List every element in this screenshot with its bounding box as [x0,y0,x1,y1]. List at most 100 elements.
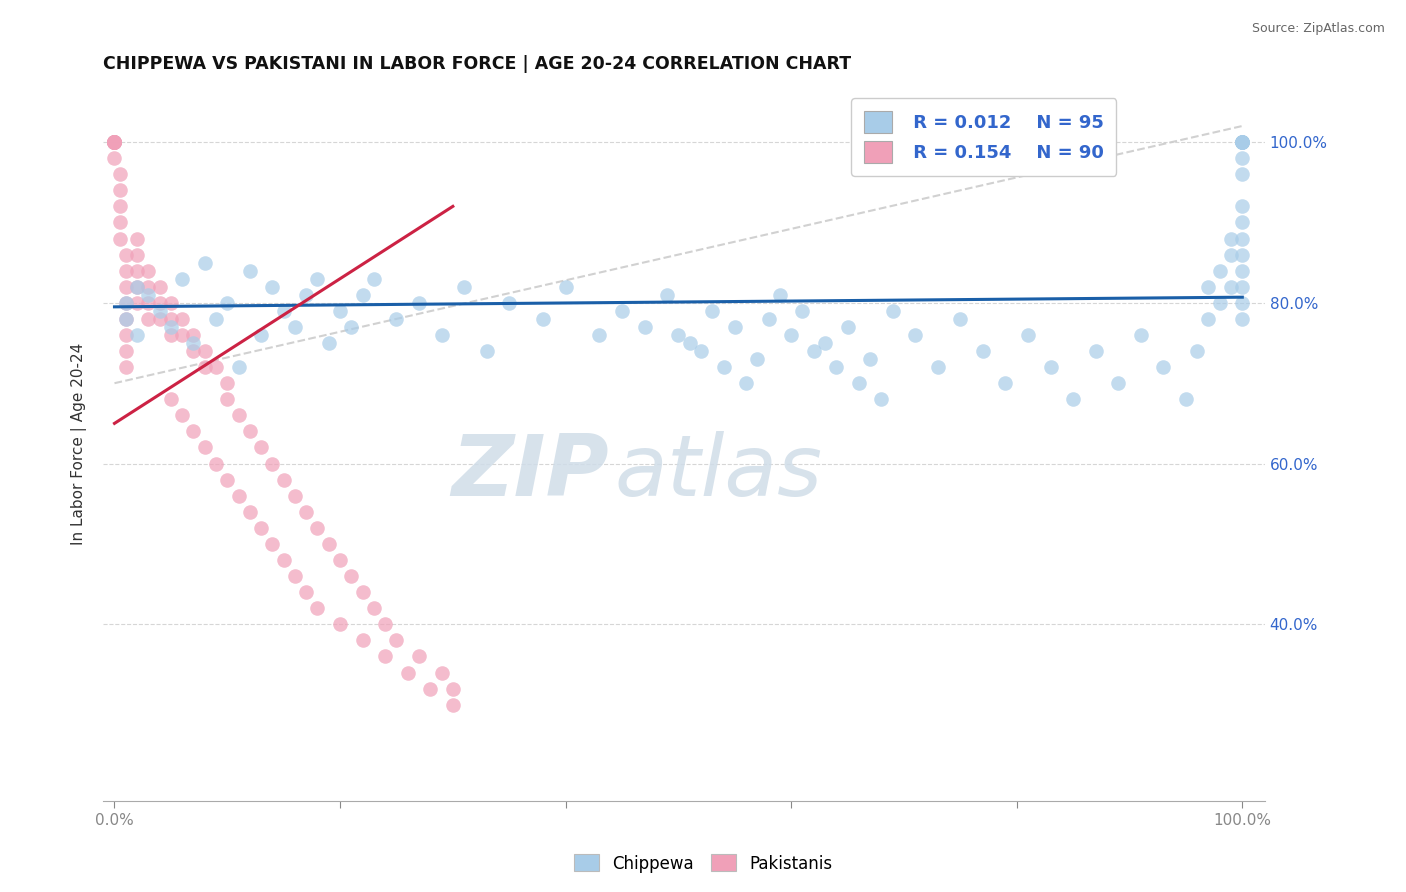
Pakistanis [103,135,125,149]
Pakistanis [160,295,183,310]
Pakistanis [217,473,239,487]
Chippewa [1174,392,1197,407]
Chippewa [758,312,780,326]
Pakistanis [172,312,194,326]
Y-axis label: In Labor Force | Age 20-24: In Labor Force | Age 20-24 [72,343,87,545]
Pakistanis [217,376,239,391]
Chippewa [1232,312,1254,326]
Pakistanis [329,617,352,632]
Pakistanis [374,617,396,632]
Chippewa [554,279,576,293]
Chippewa [430,328,453,343]
Pakistanis [103,135,125,149]
Chippewa [904,328,927,343]
Chippewa [792,303,814,318]
Pakistanis [108,167,131,181]
Chippewa [453,279,475,293]
Pakistanis [374,649,396,664]
Pakistanis [228,489,250,503]
Chippewa [1185,344,1208,359]
Chippewa [1039,360,1062,375]
Chippewa [363,271,385,285]
Chippewa [588,328,610,343]
Chippewa [1232,151,1254,165]
Pakistanis [396,665,419,680]
Pakistanis [114,295,136,310]
Chippewa [318,336,340,351]
Chippewa [1232,199,1254,213]
Pakistanis [441,698,464,712]
Chippewa [114,295,136,310]
Chippewa [205,312,228,326]
Chippewa [837,320,859,334]
Pakistanis [103,135,125,149]
Chippewa [803,344,825,359]
Pakistanis [108,183,131,197]
Pakistanis [103,135,125,149]
Pakistanis [284,569,307,583]
Pakistanis [262,457,284,471]
Chippewa [1232,135,1254,149]
Chippewa [780,328,803,343]
Chippewa [284,320,307,334]
Pakistanis [103,135,125,149]
Pakistanis [103,135,125,149]
Chippewa [160,320,183,334]
Chippewa [1152,360,1174,375]
Chippewa [125,328,148,343]
Pakistanis [205,457,228,471]
Pakistanis [125,279,148,293]
Chippewa [1232,215,1254,229]
Text: CHIPPEWA VS PAKISTANI IN LABOR FORCE | AGE 20-24 CORRELATION CHART: CHIPPEWA VS PAKISTANI IN LABOR FORCE | A… [103,55,852,73]
Text: Source: ZipAtlas.com: Source: ZipAtlas.com [1251,22,1385,36]
Pakistanis [273,473,295,487]
Chippewa [1232,135,1254,149]
Chippewa [882,303,904,318]
Chippewa [307,271,329,285]
Pakistanis [262,537,284,551]
Legend:  R = 0.012    N = 95,  R = 0.154    N = 90: R = 0.012 N = 95, R = 0.154 N = 90 [851,98,1116,176]
Chippewa [262,279,284,293]
Pakistanis [273,553,295,567]
Pakistanis [114,328,136,343]
Pakistanis [103,135,125,149]
Pakistanis [183,344,205,359]
Pakistanis [114,360,136,375]
Pakistanis [352,585,374,599]
Chippewa [1232,167,1254,181]
Pakistanis [307,521,329,535]
Chippewa [814,336,837,351]
Chippewa [994,376,1017,391]
Chippewa [136,287,159,301]
Chippewa [329,303,352,318]
Pakistanis [114,247,136,261]
Chippewa [408,295,430,310]
Chippewa [1232,279,1254,293]
Pakistanis [103,135,125,149]
Pakistanis [136,263,159,277]
Pakistanis [183,425,205,439]
Pakistanis [160,392,183,407]
Pakistanis [239,505,262,519]
Pakistanis [136,279,159,293]
Chippewa [747,352,769,367]
Chippewa [679,336,702,351]
Pakistanis [160,328,183,343]
Pakistanis [352,633,374,648]
Chippewa [1232,135,1254,149]
Pakistanis [183,328,205,343]
Pakistanis [125,231,148,245]
Pakistanis [136,312,159,326]
Chippewa [498,295,520,310]
Chippewa [183,336,205,351]
Pakistanis [125,263,148,277]
Pakistanis [103,135,125,149]
Chippewa [114,312,136,326]
Chippewa [531,312,554,326]
Chippewa [217,295,239,310]
Chippewa [1232,135,1254,149]
Pakistanis [114,344,136,359]
Pakistanis [172,409,194,423]
Pakistanis [430,665,453,680]
Pakistanis [114,279,136,293]
